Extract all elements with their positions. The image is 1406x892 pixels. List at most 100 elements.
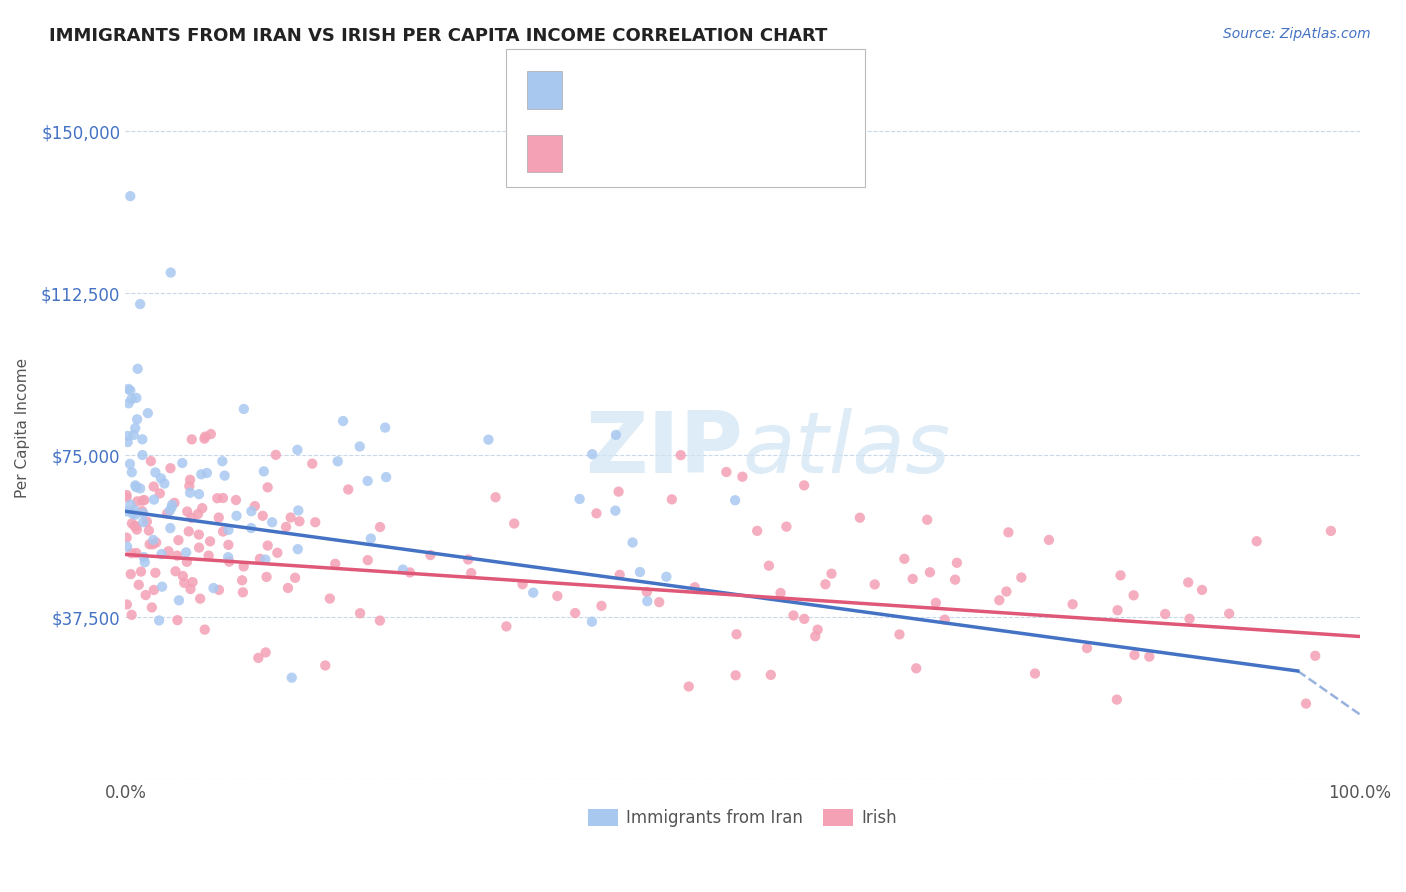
Point — [1109, 568, 1132, 582]
Point — [277, 581, 299, 595]
Point — [252, 508, 274, 523]
Point — [678, 680, 700, 694]
Point — [319, 591, 342, 606]
Point — [194, 429, 217, 443]
Point — [997, 525, 1019, 540]
Point — [129, 297, 152, 311]
Point — [121, 392, 143, 406]
Point — [159, 461, 181, 475]
Point — [669, 448, 692, 462]
Text: IMMIGRANTS FROM IRAN VS IRISH PER CAPITA INCOME CORRELATION CHART: IMMIGRANTS FROM IRAN VS IRISH PER CAPITA… — [49, 27, 828, 45]
Point — [134, 555, 156, 569]
Point — [512, 577, 534, 591]
Point — [131, 504, 153, 518]
Point — [121, 516, 143, 531]
Point — [287, 503, 309, 517]
Point — [115, 491, 138, 505]
Point — [150, 580, 173, 594]
Point — [284, 571, 307, 585]
Point — [197, 549, 219, 563]
Point — [392, 563, 415, 577]
Point — [218, 555, 240, 569]
Point — [814, 577, 837, 591]
Point — [135, 588, 157, 602]
Point — [934, 613, 956, 627]
Point — [1123, 648, 1146, 662]
Point — [683, 580, 706, 594]
Point — [591, 599, 613, 613]
Point — [181, 575, 204, 590]
Point — [142, 479, 165, 493]
Point — [232, 585, 254, 599]
Point — [1303, 648, 1326, 663]
Point — [782, 608, 804, 623]
Point — [247, 651, 270, 665]
Point — [724, 668, 747, 682]
Point — [124, 421, 146, 435]
Point — [145, 466, 167, 480]
Point — [120, 498, 142, 512]
Point — [893, 551, 915, 566]
Point — [167, 533, 190, 548]
Point — [337, 483, 360, 497]
Point — [212, 524, 235, 539]
Point — [758, 558, 780, 573]
Point — [1024, 666, 1046, 681]
Point — [159, 504, 181, 518]
Point — [124, 519, 146, 533]
Point — [160, 498, 183, 512]
Point — [648, 595, 671, 609]
Point — [217, 538, 239, 552]
Point — [150, 471, 173, 485]
Point — [605, 428, 627, 442]
Point — [125, 523, 148, 537]
Point — [731, 469, 754, 483]
Point — [172, 569, 194, 583]
Point — [804, 629, 827, 643]
Point — [122, 428, 145, 442]
Point — [609, 567, 631, 582]
Point — [943, 573, 966, 587]
Point — [132, 506, 155, 520]
Point — [655, 570, 678, 584]
Point — [188, 487, 211, 501]
Point — [399, 566, 422, 580]
Point — [243, 499, 266, 513]
Point — [863, 577, 886, 591]
Point — [125, 546, 148, 560]
Point — [131, 493, 153, 508]
Point — [139, 454, 162, 468]
Point — [716, 465, 738, 479]
Point — [256, 480, 278, 494]
Point — [127, 412, 149, 426]
Point — [232, 559, 254, 574]
Point — [143, 492, 166, 507]
Point — [115, 504, 138, 518]
Point — [477, 433, 499, 447]
Point — [157, 544, 180, 558]
Point — [636, 585, 658, 599]
Point — [304, 515, 326, 529]
Point — [131, 448, 153, 462]
Point — [288, 514, 311, 528]
Point — [117, 382, 139, 396]
Text: R =  -0.390   N = 167: R = -0.390 N = 167 — [579, 145, 773, 162]
Point — [581, 447, 603, 461]
Point — [1105, 692, 1128, 706]
Point — [127, 494, 149, 508]
Text: Source: ZipAtlas.com: Source: ZipAtlas.com — [1223, 27, 1371, 41]
Point — [118, 457, 141, 471]
Point — [115, 540, 138, 554]
Point — [120, 384, 142, 398]
Point — [212, 491, 235, 505]
Point — [172, 456, 194, 470]
Point — [165, 564, 187, 578]
Point — [190, 467, 212, 482]
Point — [198, 534, 221, 549]
Point — [166, 549, 188, 563]
Point — [231, 574, 253, 588]
Point — [988, 593, 1011, 607]
Point — [150, 547, 173, 561]
Point — [142, 533, 165, 547]
Point — [503, 516, 526, 531]
